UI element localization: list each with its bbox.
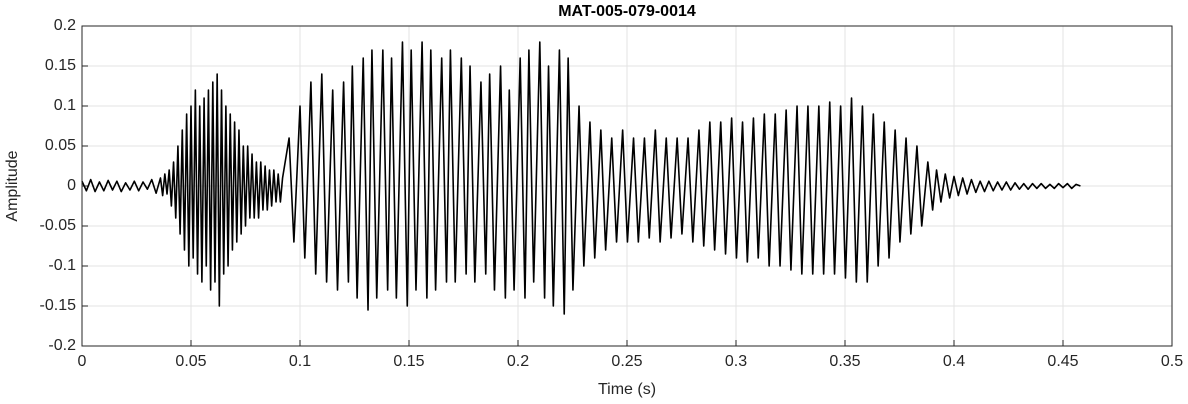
- y-tick-label: 0.15: [45, 57, 76, 74]
- x-tick-label: 0.5: [1161, 353, 1183, 370]
- y-tick-label: -0.2: [48, 337, 76, 354]
- chart-title: MAT-005-079-0014: [558, 3, 696, 20]
- y-tick-label: -0.1: [48, 257, 76, 274]
- y-tick-label: 0.2: [54, 17, 76, 34]
- y-tick-label: -0.15: [40, 297, 77, 314]
- waveform: [81, 41, 1081, 315]
- x-tick-label: 0.45: [1047, 353, 1078, 370]
- x-tick-label: 0.1: [289, 353, 311, 370]
- y-axis-label: Amplitude: [4, 150, 21, 221]
- x-tick-label: 0.05: [175, 353, 206, 370]
- x-tick-label: 0.25: [611, 353, 642, 370]
- x-tick-label: 0.15: [393, 353, 424, 370]
- axes-box: [81, 25, 1173, 347]
- x-axis-label: Time (s): [598, 381, 656, 398]
- y-tick-label: 0: [67, 177, 76, 194]
- y-tick-label: 0.1: [54, 97, 76, 114]
- y-tick-label: -0.05: [40, 217, 77, 234]
- y-tick-label: 0.05: [45, 137, 76, 154]
- x-tick-label: 0.4: [943, 353, 965, 370]
- x-tick-label: 0: [78, 353, 87, 370]
- x-tick-label: 0.35: [829, 353, 860, 370]
- x-tick-label: 0.2: [507, 353, 529, 370]
- x-tick-label: 0.3: [725, 353, 747, 370]
